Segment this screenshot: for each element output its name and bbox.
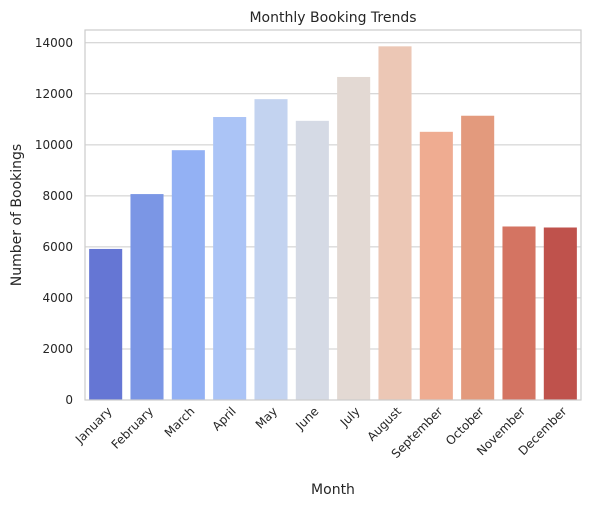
x-tick-label: May [253, 404, 280, 431]
x-tick-label: June [292, 404, 321, 433]
x-tick-label: January [72, 404, 115, 447]
gridlines [85, 42, 581, 401]
bar-february [130, 194, 164, 400]
y-tick-label: 8000 [42, 189, 73, 203]
plot-frame [84, 29, 582, 401]
x-axis-label: Month [311, 482, 355, 498]
y-tick-label: 14000 [35, 36, 73, 50]
y-tick-labels: 0 2000 4000 6000 8000 10000 12000 14000 [35, 36, 73, 407]
y-tick-label: 0 [65, 393, 73, 407]
chart-title: Monthly Booking Trends [249, 10, 416, 26]
bars [89, 46, 577, 401]
bar-december [543, 227, 577, 400]
y-tick-label: 12000 [35, 87, 73, 101]
x-tick-label: April [209, 404, 238, 433]
y-tick-label: 4000 [42, 291, 73, 305]
x-tick-label: February [109, 404, 157, 452]
x-tick-label: July [337, 404, 363, 430]
x-tick-label: March [162, 404, 198, 440]
y-tick-label: 10000 [35, 138, 73, 152]
y-tick-label: 6000 [42, 240, 73, 254]
bar-june [295, 120, 329, 401]
bar-july [337, 76, 371, 400]
bar-august [378, 46, 412, 401]
bar-november [502, 226, 536, 400]
bar-april [213, 117, 247, 400]
y-axis-label: Number of Bookings [9, 144, 25, 286]
y-tick-label: 2000 [42, 342, 73, 356]
bar-may [254, 99, 288, 400]
bar-march [171, 150, 205, 400]
bar-september [419, 131, 453, 401]
x-tick-label: August [365, 404, 405, 444]
bar-january [89, 248, 123, 400]
bar-october [461, 115, 495, 401]
